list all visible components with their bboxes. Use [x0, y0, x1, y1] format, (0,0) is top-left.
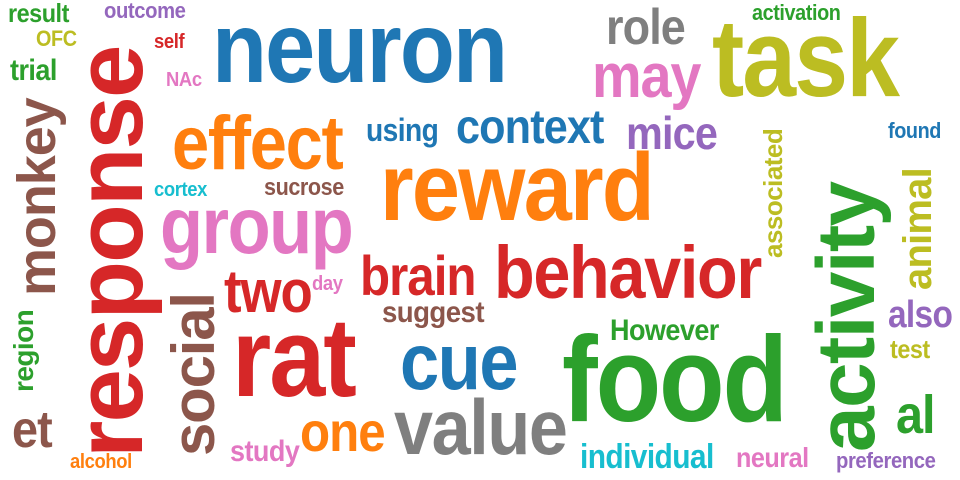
word-region: region — [8, 309, 39, 392]
word-al: al — [896, 385, 936, 445]
word-neural: neural — [736, 442, 809, 473]
word-suggest: suggest — [382, 296, 485, 329]
word-role: role — [606, 0, 686, 55]
word-reward: reward — [380, 134, 655, 241]
word-associated: associated — [758, 128, 788, 258]
word-monkey: monkey — [7, 98, 67, 296]
word-found: found — [888, 118, 942, 143]
word-food: food — [562, 311, 788, 447]
word-using: using — [366, 112, 439, 148]
word-rat: rat — [232, 295, 357, 420]
word-activation: activation — [752, 0, 841, 25]
word-individual: individual — [580, 438, 714, 476]
word-result: result — [8, 0, 69, 28]
word-one: one — [300, 400, 386, 463]
word-however: However — [610, 314, 719, 347]
word-ofc: OFC — [36, 26, 77, 51]
word-social: social — [160, 293, 227, 456]
word-context: context — [456, 101, 604, 154]
word-alcohol: alcohol — [70, 451, 132, 473]
word-response: response — [56, 46, 163, 458]
word-group: group — [160, 181, 354, 270]
word-also: also — [888, 294, 953, 336]
word-mice: mice — [626, 107, 718, 159]
word-cortex: cortex — [154, 179, 208, 201]
word-brain: brain — [360, 244, 477, 307]
word-animal: animal — [896, 168, 940, 290]
word-sucrose: sucrose — [264, 174, 344, 201]
word-activity: activity — [801, 182, 892, 452]
word-two: two — [224, 258, 313, 325]
word-trial: trial — [10, 54, 57, 87]
word-day: day — [312, 273, 343, 295]
word-neuron: neuron — [212, 0, 508, 104]
word-outcome: outcome — [104, 0, 186, 23]
word-cue: cue — [400, 317, 519, 406]
word-et: et — [12, 401, 53, 459]
word-task: task — [712, 0, 900, 120]
word-effect: effect — [172, 101, 344, 186]
word-nac: NAc — [166, 69, 202, 91]
word-value: value — [394, 383, 568, 471]
word-preference: preference — [836, 448, 936, 473]
word-test: test — [890, 334, 930, 364]
word-self: self — [154, 31, 185, 53]
word-may: may — [592, 42, 701, 111]
word-behavior: behavior — [494, 231, 762, 314]
word-study: study — [230, 435, 300, 468]
